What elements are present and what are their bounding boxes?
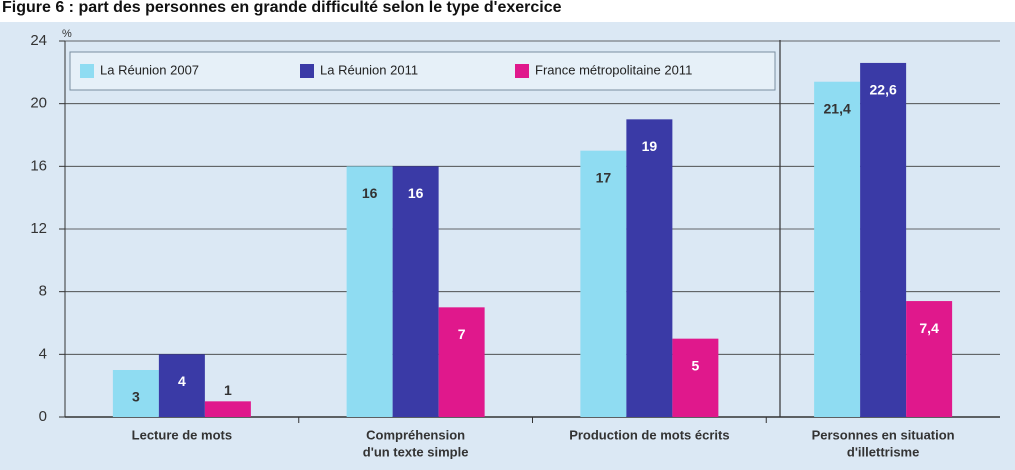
value-label: 4 xyxy=(178,373,186,389)
y-tick-label: 20 xyxy=(30,95,47,112)
bar xyxy=(112,370,159,417)
y-tick-label: 24 xyxy=(30,32,47,49)
bar xyxy=(204,401,251,417)
x-tick-label: Personnes en situation xyxy=(812,427,955,442)
y-unit: % xyxy=(62,28,72,40)
y-tick-label: 16 xyxy=(30,157,47,174)
bar xyxy=(672,338,719,417)
bar xyxy=(814,81,861,417)
title-band xyxy=(0,0,1015,22)
x-tick-label: d'un texte simple xyxy=(363,444,469,459)
value-label: 3 xyxy=(132,389,140,405)
bar xyxy=(860,62,907,417)
x-tick-label: Production de mots écrits xyxy=(569,427,729,442)
value-label: 22,6 xyxy=(870,82,897,98)
value-label: 5 xyxy=(691,357,699,373)
value-label: 17 xyxy=(596,169,612,185)
legend-swatch xyxy=(80,64,94,78)
value-label: 7,4 xyxy=(919,320,939,336)
value-label: 7 xyxy=(458,326,466,342)
legend-swatch xyxy=(515,64,529,78)
value-label: 21,4 xyxy=(824,100,851,116)
y-tick-label: 8 xyxy=(39,283,47,300)
legend-label: La Réunion 2011 xyxy=(320,62,418,77)
bar xyxy=(626,119,673,417)
bar xyxy=(580,150,627,417)
bar xyxy=(392,166,439,417)
legend-swatch xyxy=(300,64,314,78)
chart-title: Figure 6 : part des personnes en grande … xyxy=(2,0,562,16)
bar xyxy=(438,307,485,417)
y-tick-label: 12 xyxy=(30,220,47,237)
x-tick-label: Lecture de mots xyxy=(132,427,232,442)
value-label: 16 xyxy=(362,185,378,201)
legend-label: La Réunion 2007 xyxy=(100,62,199,77)
x-tick-label: Compréhension xyxy=(366,427,465,442)
legend-box xyxy=(69,51,776,91)
bar xyxy=(346,166,393,417)
bar xyxy=(158,354,205,417)
value-label: 1 xyxy=(224,382,232,398)
legend-label: France métropolitaine 2011 xyxy=(535,62,692,77)
y-tick-label: 0 xyxy=(39,408,47,425)
y-tick-label: 4 xyxy=(39,345,47,362)
value-label: 19 xyxy=(642,138,658,154)
bar xyxy=(906,301,953,417)
value-label: 16 xyxy=(408,185,424,201)
x-tick-label: d'illettrisme xyxy=(847,444,919,459)
